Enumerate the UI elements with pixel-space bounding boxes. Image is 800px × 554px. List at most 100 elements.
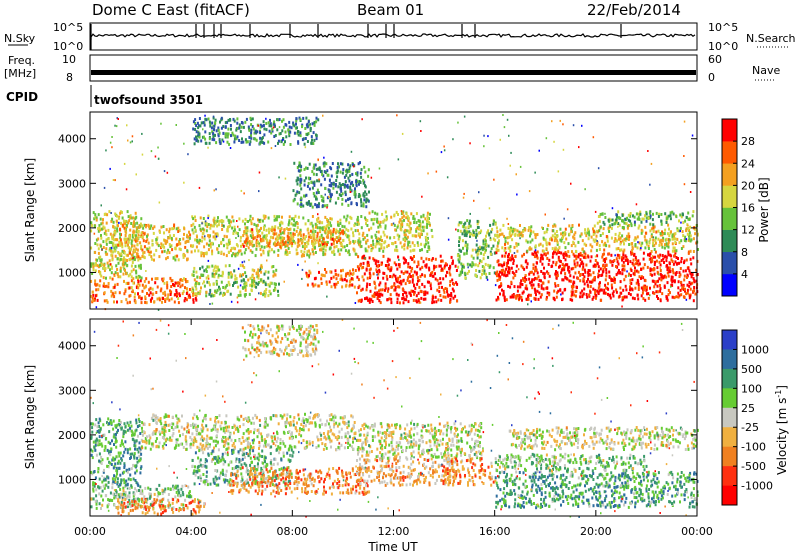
range-cell	[99, 279, 102, 283]
range-cell	[666, 244, 669, 248]
range-cell	[660, 243, 663, 246]
range-cell	[434, 295, 437, 299]
range-cell	[636, 261, 639, 265]
range-cell	[621, 219, 623, 223]
range-cell	[316, 231, 319, 235]
range-cell	[136, 239, 139, 243]
range-cell	[402, 301, 405, 305]
y-tick-label: 3000	[58, 177, 86, 190]
range-cell	[677, 280, 680, 284]
range-cell	[213, 219, 216, 223]
range-cell	[125, 272, 128, 276]
range-cell	[223, 244, 225, 248]
range-cell	[583, 275, 586, 279]
range-cell	[679, 273, 682, 277]
range-cell	[261, 136, 264, 140]
range-cell	[314, 222, 317, 226]
range-cell	[398, 220, 401, 224]
range-cell	[245, 117, 248, 121]
range-cell	[611, 218, 614, 222]
range-cell	[238, 139, 241, 142]
range-cell	[594, 290, 597, 294]
range-cell	[298, 164, 300, 168]
range-cell	[313, 194, 316, 198]
range-cell	[141, 489, 144, 493]
range-cell	[439, 264, 442, 268]
range-cell	[110, 212, 112, 214]
range-cell	[659, 287, 662, 291]
range-cell	[688, 281, 691, 284]
range-cell	[214, 133, 216, 137]
range-cell	[368, 268, 371, 272]
range-cell	[222, 293, 224, 297]
range-cell	[584, 228, 587, 232]
range-cell	[384, 224, 387, 228]
range-cell	[195, 287, 198, 291]
range-cell	[484, 243, 487, 247]
range-cell	[446, 290, 449, 294]
range-cell	[233, 281, 235, 285]
range-cell	[686, 283, 689, 287]
range-cell	[92, 211, 95, 215]
range-cell	[321, 172, 324, 176]
range-cell	[245, 237, 248, 241]
range-cell	[360, 204, 363, 208]
range-cell	[426, 225, 428, 229]
range-cell	[277, 242, 280, 246]
range-cell	[267, 227, 270, 231]
range-cell	[191, 273, 194, 277]
range-cell	[145, 277, 148, 281]
range-cell	[248, 239, 251, 243]
range-cell	[509, 295, 512, 299]
range-cell	[383, 218, 386, 222]
range-cell	[330, 167, 333, 171]
range-cell	[468, 230, 471, 234]
range-cell	[377, 220, 380, 224]
range-cell	[593, 239, 596, 243]
range-cell	[522, 278, 525, 282]
range-cell	[658, 260, 661, 264]
range-cell	[478, 231, 480, 235]
range-cell	[248, 242, 251, 246]
range-cell	[403, 261, 406, 265]
range-cell	[608, 230, 611, 233]
range-cell	[110, 241, 113, 244]
range-cell	[530, 225, 533, 229]
range-cell	[236, 135, 239, 139]
range-cell	[227, 127, 230, 131]
range-cell	[102, 246, 105, 249]
range-cell	[254, 130, 257, 134]
range-cell	[328, 247, 331, 251]
range-cell	[319, 248, 321, 252]
range-cell	[436, 278, 439, 282]
range-cell	[419, 301, 422, 304]
range-cell	[138, 266, 141, 270]
range-cell	[222, 271, 224, 275]
range-cell	[402, 256, 405, 260]
range-cell	[582, 250, 585, 254]
range-cell	[191, 215, 194, 219]
range-cell	[291, 217, 294, 221]
range-cell	[515, 173, 517, 176]
range-cell	[336, 170, 339, 174]
range-cell	[272, 270, 275, 274]
range-cell	[485, 248, 487, 252]
range-cell	[175, 290, 178, 294]
range-cell	[110, 219, 113, 223]
range-cell	[329, 192, 332, 196]
range-cell	[514, 232, 517, 236]
range-cell	[370, 244, 373, 247]
range-cell	[274, 145, 277, 147]
range-cell	[688, 269, 691, 273]
range-cell	[300, 201, 303, 205]
range-cell	[480, 229, 483, 233]
range-cell	[251, 230, 254, 234]
range-cell	[261, 239, 264, 243]
range-cell	[152, 226, 154, 230]
range-cell	[222, 224, 225, 227]
range-cell	[259, 248, 262, 251]
range-cell	[275, 282, 277, 286]
range-cell	[426, 232, 429, 236]
range-cell	[394, 228, 397, 232]
range-cell	[349, 182, 352, 186]
